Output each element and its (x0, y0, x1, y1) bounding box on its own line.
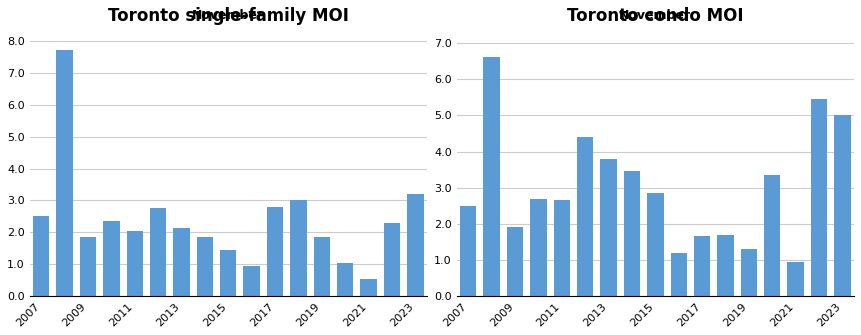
Bar (220, 250, 237, 296)
Bar (834, 115, 851, 296)
Bar (623, 172, 640, 296)
Title: Toronto single-family MOI: Toronto single-family MOI (108, 7, 349, 25)
Bar (507, 227, 523, 296)
Text: November: November (619, 9, 691, 22)
Bar (57, 51, 73, 296)
Bar (788, 262, 804, 296)
Bar (244, 266, 260, 296)
Bar (173, 227, 189, 296)
Bar (33, 216, 49, 296)
Bar (407, 194, 424, 296)
Bar (313, 237, 330, 296)
Bar (554, 200, 570, 296)
Bar (717, 235, 734, 296)
Bar (740, 249, 757, 296)
Title: Toronto condo MOI: Toronto condo MOI (567, 7, 744, 25)
Bar (196, 237, 213, 296)
Bar (530, 199, 547, 296)
Bar (127, 231, 143, 296)
Bar (600, 159, 616, 296)
Bar (103, 221, 120, 296)
Bar (647, 193, 664, 296)
Bar (484, 58, 500, 296)
Bar (337, 263, 353, 296)
Bar (694, 237, 710, 296)
Bar (577, 137, 593, 296)
Text: November: November (192, 9, 264, 22)
Bar (267, 207, 283, 296)
Bar (671, 253, 687, 296)
Bar (460, 206, 476, 296)
Bar (290, 200, 307, 296)
Bar (384, 223, 400, 296)
Bar (80, 237, 96, 296)
Bar (764, 175, 780, 296)
Bar (361, 279, 377, 296)
Bar (150, 208, 166, 296)
Bar (811, 99, 827, 296)
